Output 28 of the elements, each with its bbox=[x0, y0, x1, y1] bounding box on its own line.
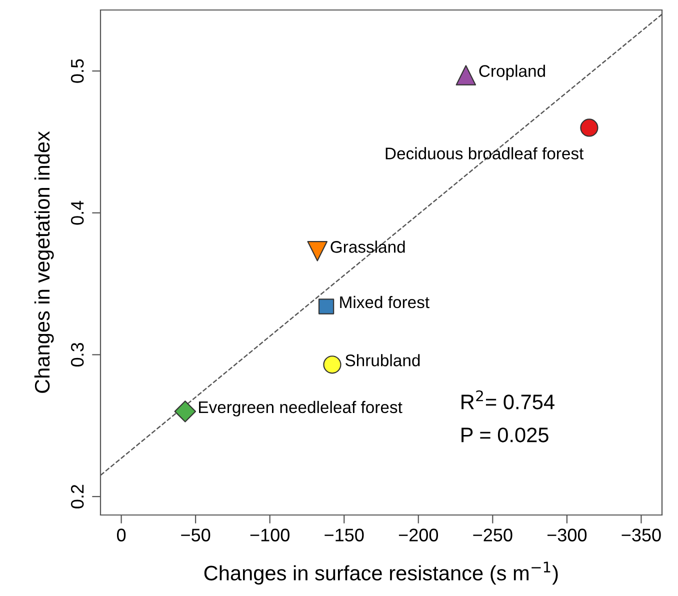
x-tick-label: −350 bbox=[622, 528, 661, 542]
annotation: R$^{2}$= 0.754 bbox=[462, 390, 554, 410]
point bbox=[323, 356, 342, 374]
series-label: Deciduous broadleaf forest bbox=[386, 147, 584, 160]
point bbox=[580, 118, 598, 137]
series-label: Shrubland bbox=[345, 354, 420, 366]
series-label: Evergreen needleleaf forest bbox=[199, 400, 402, 416]
y-axis-title: Changes in vegetation index bbox=[34, 131, 54, 393]
x-tick-label: −250 bbox=[473, 528, 512, 542]
annotation: P = 0.025 bbox=[462, 428, 548, 442]
point bbox=[318, 298, 334, 314]
y-tick-label: 0.2 bbox=[70, 484, 84, 508]
y-tick-label: 0.4 bbox=[70, 200, 84, 225]
series-label: Cropland bbox=[479, 64, 545, 80]
series-label: Mixed forest bbox=[340, 296, 430, 308]
point bbox=[174, 400, 196, 422]
y-tick-label: 0.3 bbox=[70, 342, 84, 367]
point bbox=[307, 241, 328, 262]
x-tick-label: −300 bbox=[547, 528, 587, 542]
x-tick-label: −100 bbox=[250, 528, 290, 542]
x-tick-label: −50 bbox=[181, 528, 210, 542]
y-tick-label: 0.5 bbox=[70, 59, 84, 83]
x-tick-label: −200 bbox=[398, 528, 438, 542]
x-tick-label: −150 bbox=[324, 528, 364, 542]
x-axis-title: Changes in surface resistance (s m$^{−1}$) bbox=[204, 562, 558, 585]
x-tick-label: 0 bbox=[116, 528, 126, 542]
series-label: Grassland bbox=[330, 240, 405, 253]
point bbox=[456, 65, 476, 86]
